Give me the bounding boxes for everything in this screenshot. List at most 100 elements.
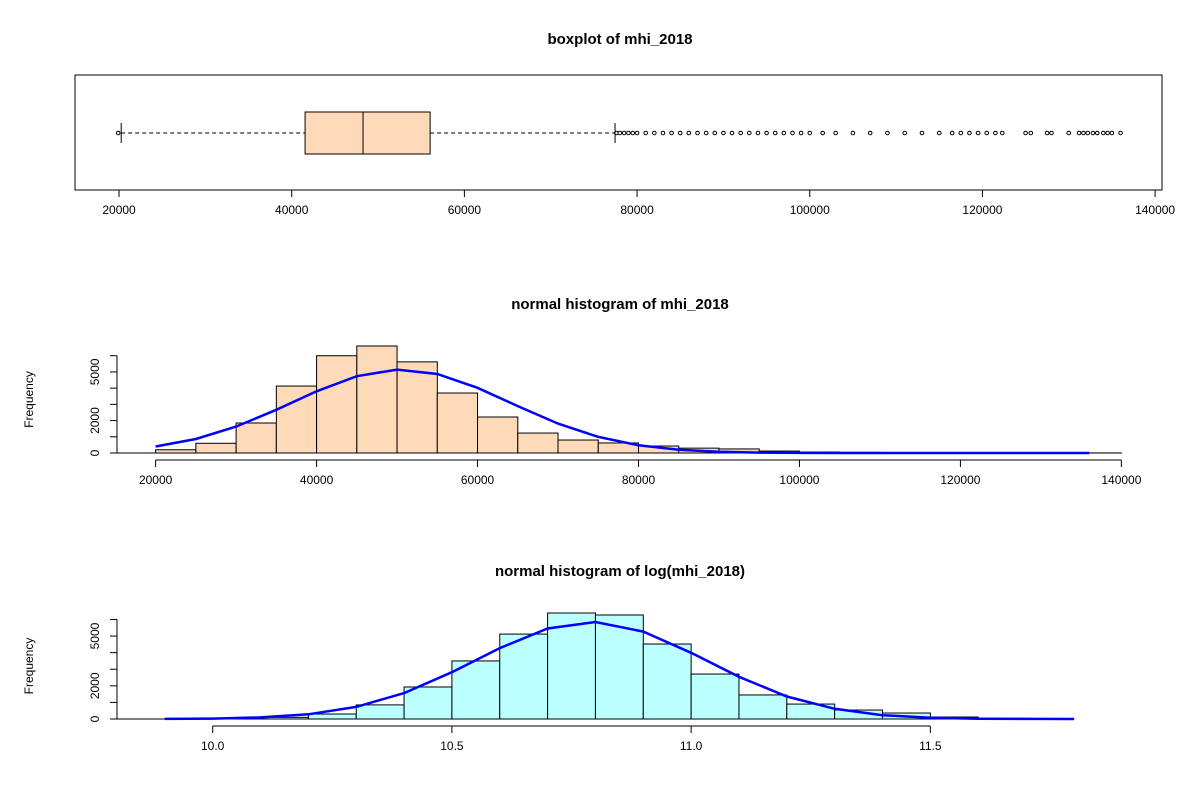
bar <box>307 713 357 720</box>
outlier <box>967 130 972 136</box>
bar <box>499 633 549 720</box>
outlier <box>984 130 990 136</box>
outlier <box>999 130 1005 136</box>
y-axis-title: Frequency <box>22 638 36 695</box>
outlier <box>1076 130 1082 136</box>
bar <box>594 614 644 720</box>
outlier <box>867 130 873 136</box>
outlier <box>936 130 942 136</box>
outlier <box>738 130 743 136</box>
outlier <box>721 130 726 136</box>
outlier <box>1044 130 1050 136</box>
outlier <box>617 130 623 136</box>
outlier <box>902 130 908 136</box>
outlier <box>677 130 683 136</box>
outlier <box>1049 130 1054 136</box>
bar <box>436 392 479 454</box>
x-tick-label: 80000 <box>620 203 654 217</box>
bar <box>547 612 596 720</box>
bar <box>316 355 358 454</box>
x-tick-label: 11.0 <box>680 739 703 753</box>
outlier <box>712 130 718 136</box>
outlier <box>115 130 121 136</box>
outlier <box>703 130 709 136</box>
outlier <box>885 130 890 136</box>
y-tick-label: 2000 <box>88 407 102 434</box>
outlier <box>958 130 964 136</box>
x-tick-label: 60000 <box>461 473 495 487</box>
outlier <box>833 130 838 136</box>
outlier <box>975 130 981 136</box>
x-tick-label: 140000 <box>1101 473 1141 487</box>
outlier <box>652 130 657 136</box>
outlier <box>820 130 825 136</box>
bar <box>690 673 740 720</box>
outlier <box>630 130 636 136</box>
outlier <box>1109 130 1115 136</box>
outlier <box>621 130 627 136</box>
bar <box>155 449 197 454</box>
x-tick-label: 120000 <box>940 473 980 487</box>
x-tick-label: 80000 <box>622 473 656 487</box>
outlier <box>695 130 700 136</box>
bar <box>403 686 453 720</box>
bar <box>642 643 692 720</box>
outlier <box>993 130 998 136</box>
outlier <box>790 130 795 136</box>
bar <box>557 439 599 454</box>
x-tick-label: 11.5 <box>919 739 942 753</box>
outlier <box>1094 130 1100 136</box>
normal-curve <box>164 620 1074 721</box>
x-tick-label: 60000 <box>448 203 482 217</box>
outlier <box>626 130 631 136</box>
x-tick-label: 100000 <box>790 203 830 217</box>
y-tick-label: 0 <box>88 449 102 456</box>
normal-curve <box>155 368 1090 455</box>
outlier <box>755 130 761 136</box>
y-tick-label: 5000 <box>88 622 102 649</box>
chart-title: normal histogram of mhi_2018 <box>511 296 729 313</box>
outlier <box>949 130 955 136</box>
x-tick-label: 120000 <box>962 203 1002 217</box>
outlier <box>807 130 813 136</box>
outlier <box>747 130 752 136</box>
x-tick-label: 10.5 <box>440 739 464 753</box>
bar <box>396 361 438 454</box>
outlier <box>1023 130 1028 136</box>
outlier <box>686 130 692 136</box>
bar <box>517 432 559 454</box>
outlier <box>1105 130 1110 136</box>
x-tick-label: 10.0 <box>201 739 225 753</box>
outlier <box>772 130 778 136</box>
bar <box>195 442 237 454</box>
outlier <box>1081 130 1086 136</box>
y-tick-label: 5000 <box>88 358 102 385</box>
outlier <box>729 130 735 136</box>
outlier <box>764 130 769 136</box>
outlier <box>669 130 674 136</box>
x-tick-label: 100000 <box>779 473 819 487</box>
chart-title: boxplot of mhi_2018 <box>547 31 692 48</box>
outlier <box>1066 130 1072 136</box>
bar <box>738 694 788 720</box>
outlier <box>919 130 925 136</box>
y-axis-title: Frequency <box>22 371 36 428</box>
x-tick-label: 20000 <box>139 473 173 487</box>
x-tick-label: 40000 <box>275 203 309 217</box>
x-tick-label: 40000 <box>300 473 334 487</box>
outlier <box>1100 130 1106 136</box>
x-tick-label: 140000 <box>1135 203 1175 217</box>
outlier <box>850 130 856 136</box>
box <box>304 111 431 155</box>
outlier <box>781 130 787 136</box>
outlier <box>1028 130 1034 136</box>
outlier <box>634 130 640 136</box>
bar <box>356 345 398 454</box>
bar <box>477 416 519 454</box>
bar <box>275 385 318 454</box>
y-tick-label: 0 <box>88 715 102 722</box>
outlier <box>798 130 804 136</box>
outlier <box>643 130 648 136</box>
